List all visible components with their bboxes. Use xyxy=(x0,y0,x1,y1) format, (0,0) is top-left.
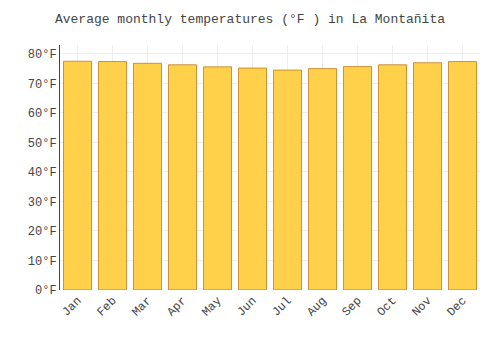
svg-text:Average monthly temperatures (: Average monthly temperatures (°F ) in La… xyxy=(55,12,445,27)
svg-text:Sep: Sep xyxy=(339,294,364,319)
svg-text:Jun: Jun xyxy=(234,294,259,319)
svg-text:May: May xyxy=(199,294,224,319)
svg-text:10°F: 10°F xyxy=(28,255,57,269)
svg-text:Jan: Jan xyxy=(59,294,84,319)
svg-text:Dec: Dec xyxy=(444,294,469,319)
svg-text:Nov: Nov xyxy=(409,294,434,319)
svg-text:60°F: 60°F xyxy=(28,107,57,121)
svg-text:Apr: Apr xyxy=(164,294,189,319)
svg-text:30°F: 30°F xyxy=(28,196,57,210)
svg-text:50°F: 50°F xyxy=(28,137,57,151)
svg-text:Jul: Jul xyxy=(269,294,294,319)
svg-text:0°F: 0°F xyxy=(35,284,57,298)
svg-text:Mar: Mar xyxy=(129,294,154,319)
svg-text:80°F: 80°F xyxy=(28,48,57,62)
svg-text:Feb: Feb xyxy=(94,294,119,319)
svg-text:40°F: 40°F xyxy=(28,166,57,180)
svg-text:Aug: Aug xyxy=(304,294,329,319)
svg-text:20°F: 20°F xyxy=(28,225,57,239)
svg-text:Oct: Oct xyxy=(374,294,399,319)
svg-text:70°F: 70°F xyxy=(28,78,57,92)
